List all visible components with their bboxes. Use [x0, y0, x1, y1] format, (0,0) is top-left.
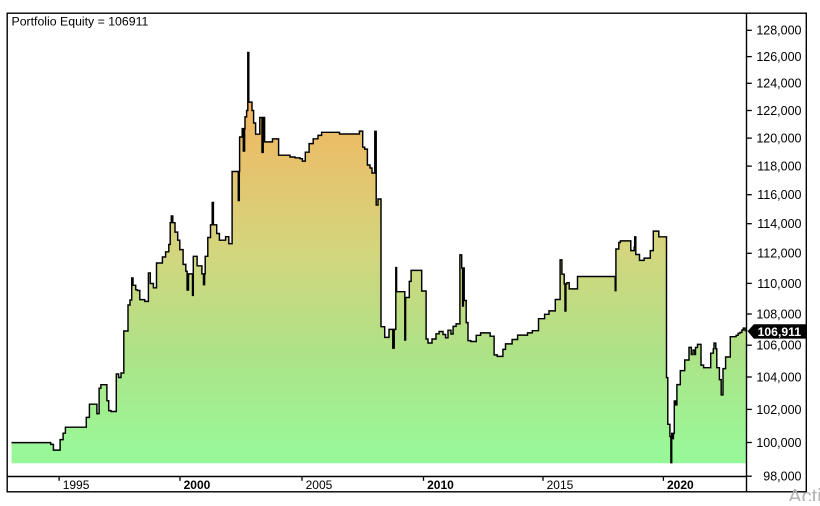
- svg-text:Activate Windows: Activate Windows: [788, 486, 820, 501]
- svg-text:118,000: 118,000: [757, 160, 801, 174]
- svg-text:2020: 2020: [667, 478, 694, 492]
- svg-text:120,000: 120,000: [756, 132, 801, 146]
- svg-text:2015: 2015: [547, 478, 574, 492]
- svg-text:102,000: 102,000: [756, 403, 801, 417]
- svg-text:100,000: 100,000: [756, 436, 801, 450]
- svg-text:98,000: 98,000: [763, 470, 801, 484]
- svg-text:104,000: 104,000: [756, 370, 801, 384]
- svg-text:2000: 2000: [184, 478, 211, 492]
- svg-text:2010: 2010: [427, 478, 454, 492]
- svg-text:114,000: 114,000: [757, 217, 801, 231]
- svg-text:112,000: 112,000: [757, 247, 801, 261]
- svg-text:128,000: 128,000: [756, 24, 801, 38]
- svg-text:124,000: 124,000: [756, 77, 801, 91]
- svg-text:110,000: 110,000: [757, 277, 801, 291]
- svg-text:116,000: 116,000: [757, 188, 801, 202]
- svg-text:122,000: 122,000: [756, 104, 801, 118]
- svg-text:1995: 1995: [63, 478, 90, 492]
- svg-text:Portfolio Equity = 106911: Portfolio Equity = 106911: [12, 15, 149, 29]
- svg-text:126,000: 126,000: [756, 50, 801, 64]
- svg-text:2005: 2005: [306, 478, 333, 492]
- svg-text:106,000: 106,000: [756, 339, 801, 353]
- svg-text:106,911: 106,911: [758, 325, 802, 339]
- svg-text:108,000: 108,000: [756, 307, 801, 321]
